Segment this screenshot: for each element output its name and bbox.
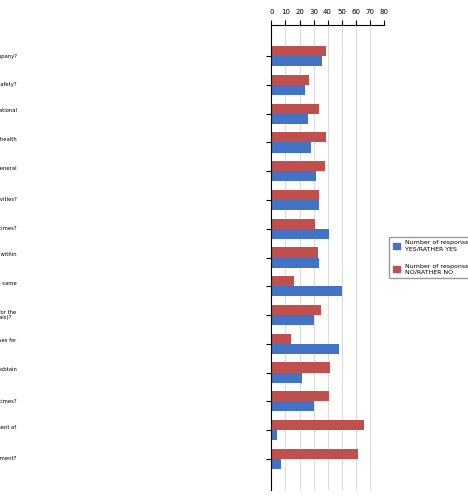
Bar: [271, 402, 314, 411]
Bar: [271, 391, 329, 402]
Bar: [271, 132, 326, 142]
Bar: [271, 46, 326, 56]
Bar: [271, 420, 364, 430]
Bar: [271, 114, 308, 124]
Bar: [271, 56, 322, 66]
Bar: [271, 334, 291, 344]
Bar: [271, 448, 358, 459]
Bar: [271, 258, 319, 268]
Bar: [271, 362, 330, 372]
Bar: [271, 200, 319, 210]
Bar: [271, 171, 316, 181]
Bar: [271, 286, 342, 296]
Bar: [271, 372, 302, 382]
Bar: [271, 190, 319, 200]
Bar: [271, 104, 319, 114]
Bar: [271, 344, 339, 354]
Bar: [271, 142, 311, 152]
Bar: [271, 315, 314, 325]
Legend: Number of responses
YES/RATHER YES, Number of responses
NO/RATHER NO: Number of responses YES/RATHER YES, Numb…: [389, 236, 468, 279]
Bar: [271, 430, 277, 440]
Bar: [271, 459, 281, 469]
Bar: [271, 305, 321, 315]
Bar: [271, 85, 305, 95]
Bar: [271, 75, 309, 85]
Bar: [271, 248, 318, 258]
Bar: [271, 161, 325, 171]
Bar: [271, 228, 329, 239]
Bar: [271, 218, 315, 228]
Bar: [271, 276, 294, 286]
